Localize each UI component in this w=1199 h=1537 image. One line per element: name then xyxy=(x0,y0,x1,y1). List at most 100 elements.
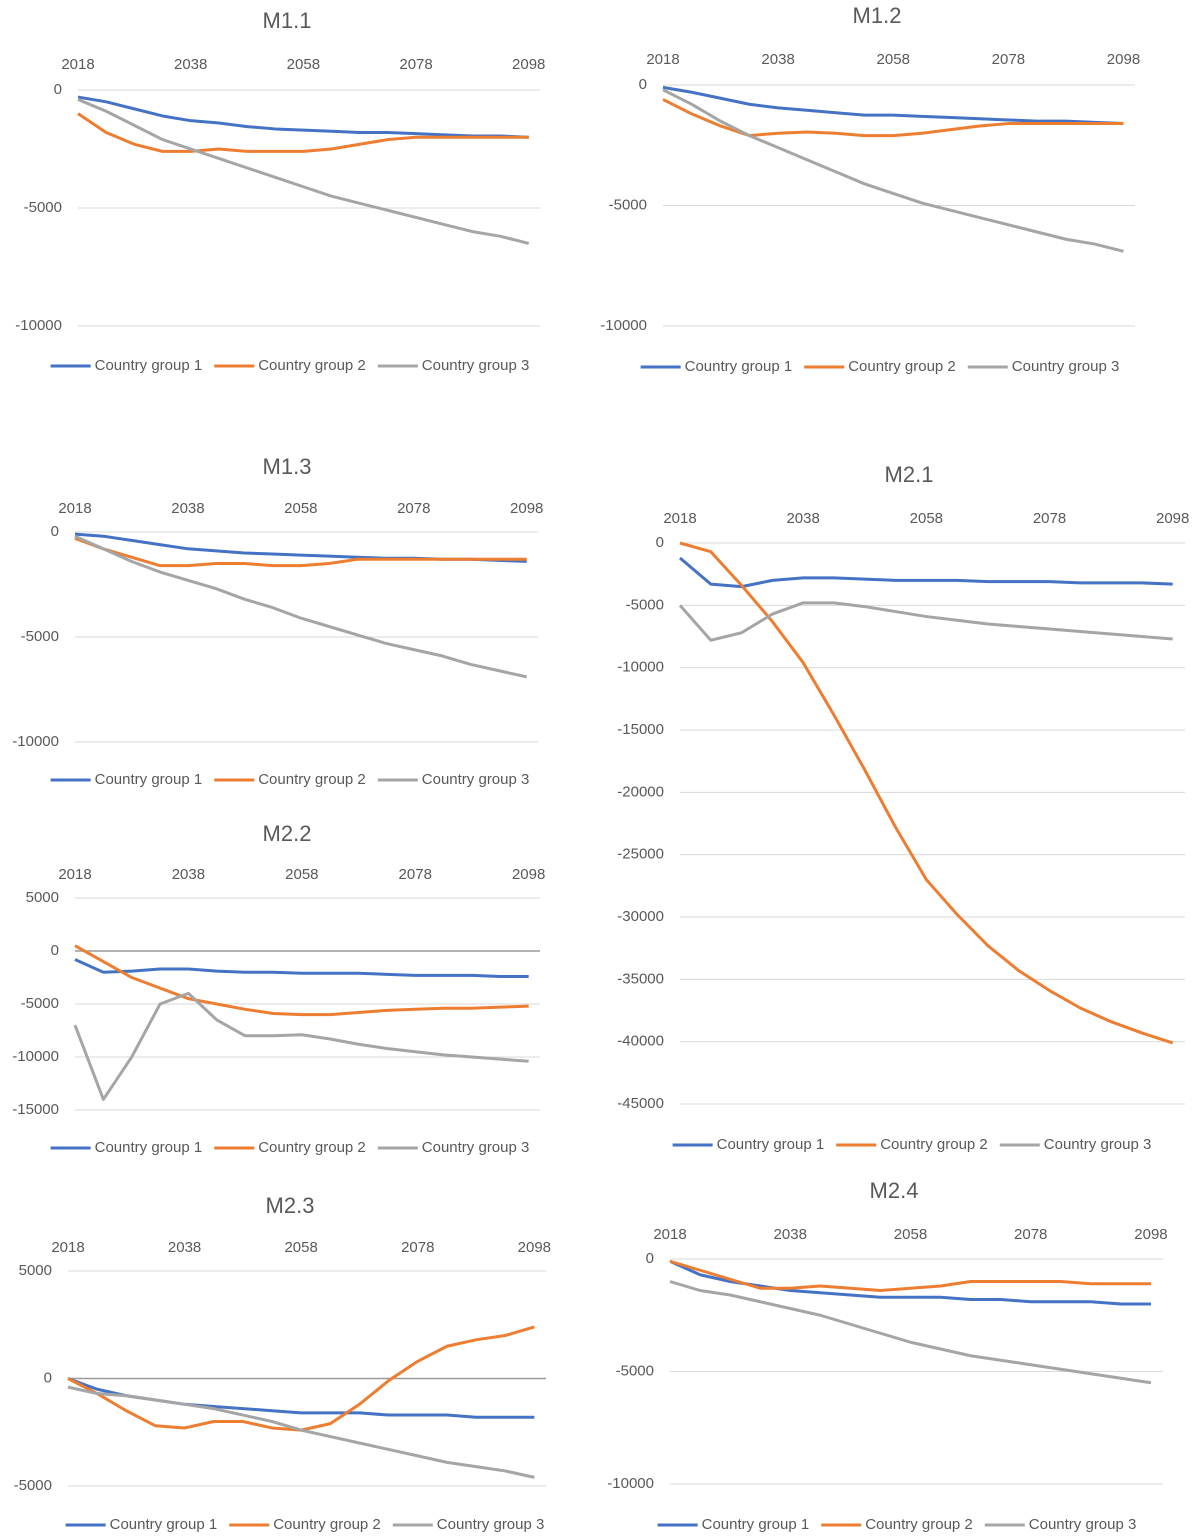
legend-label: Country group 3 xyxy=(1044,1136,1152,1153)
series-line xyxy=(74,532,527,563)
series-line xyxy=(74,944,529,1017)
legend-label: Country group 1 xyxy=(95,1139,203,1156)
y-tick-label: 5000 xyxy=(19,1262,52,1279)
legend-label: Country group 3 xyxy=(422,1139,530,1156)
y-tick-label: -10000 xyxy=(600,317,647,334)
x-tick-label: 2098 xyxy=(1134,1226,1167,1243)
x-tick-label: 2038 xyxy=(168,1239,201,1256)
y-tick-label: 0 xyxy=(646,1250,654,1267)
legend-label: Country group 2 xyxy=(258,357,366,374)
y-tick-label: 0 xyxy=(51,942,59,959)
series-line xyxy=(679,556,1173,589)
series-line xyxy=(74,534,528,679)
x-tick-label: 2038 xyxy=(786,510,819,527)
series-line xyxy=(77,112,529,153)
x-tick-label: 2038 xyxy=(171,500,204,517)
legend-label: Country group 3 xyxy=(437,1516,545,1533)
y-tick-label: -5000 xyxy=(21,995,59,1012)
legend-label: Country group 1 xyxy=(702,1516,810,1533)
x-tick-label: 2018 xyxy=(646,51,679,68)
y-tick-label: -5000 xyxy=(609,196,647,213)
y-tick-label: 0 xyxy=(639,76,647,93)
chart-title: M2.1 xyxy=(885,462,934,487)
y-tick-label: -30000 xyxy=(617,908,664,925)
chart-title: M2.2 xyxy=(263,821,312,846)
y-tick-label: -20000 xyxy=(617,783,664,800)
y-tick-label: -15000 xyxy=(617,721,664,738)
x-tick-label: 2098 xyxy=(1107,51,1140,68)
x-tick-label: 2038 xyxy=(761,51,794,68)
series-line xyxy=(77,98,530,245)
y-tick-label: 0 xyxy=(51,523,59,540)
y-tick-label: -10000 xyxy=(12,1048,59,1065)
legend-label: Country group 1 xyxy=(95,357,203,374)
y-tick-label: 0 xyxy=(656,534,664,551)
x-tick-label: 2078 xyxy=(992,51,1025,68)
y-tick-label: -5000 xyxy=(14,1477,52,1494)
series-line xyxy=(669,1280,1152,1385)
y-tick-label: -5000 xyxy=(21,628,59,645)
y-tick-label: -45000 xyxy=(617,1095,664,1112)
x-tick-label: 2058 xyxy=(894,1226,927,1243)
series-line xyxy=(77,95,529,139)
x-tick-label: 2098 xyxy=(512,56,545,73)
x-tick-label: 2058 xyxy=(910,510,943,527)
x-tick-label: 2058 xyxy=(284,1239,317,1256)
y-tick-label: 5000 xyxy=(26,889,59,906)
series-line xyxy=(662,88,1124,253)
x-tick-label: 2018 xyxy=(58,866,91,883)
x-tick-label: 2098 xyxy=(512,866,545,883)
x-tick-label: 2038 xyxy=(174,56,207,73)
legend-label: Country group 2 xyxy=(273,1516,381,1533)
x-tick-label: 2018 xyxy=(51,1239,84,1256)
legend-label: Country group 3 xyxy=(422,771,530,788)
x-tick-label: 2078 xyxy=(397,500,430,517)
y-tick-label: -10000 xyxy=(617,659,664,676)
series-line xyxy=(662,85,1124,126)
x-tick-label: 2078 xyxy=(1033,510,1066,527)
series-line xyxy=(74,536,527,568)
chart-title: M1.1 xyxy=(263,8,312,33)
y-tick-label: -10000 xyxy=(12,733,59,750)
series-line xyxy=(74,958,529,978)
legend-label: Country group 1 xyxy=(110,1516,218,1533)
y-tick-label: -10000 xyxy=(607,1475,654,1492)
chart-title: M1.2 xyxy=(853,3,902,28)
x-tick-label: 2058 xyxy=(287,56,320,73)
legend-label: Country group 3 xyxy=(1012,358,1120,375)
series-line xyxy=(669,1259,1151,1292)
series-line xyxy=(679,541,1174,1045)
y-tick-label: 0 xyxy=(54,81,62,98)
x-tick-label: 2098 xyxy=(518,1239,551,1256)
legend-label: Country group 1 xyxy=(717,1136,825,1153)
y-tick-label: -10000 xyxy=(15,317,62,334)
y-tick-label: -5000 xyxy=(626,596,664,613)
x-tick-label: 2078 xyxy=(399,56,432,73)
x-tick-label: 2098 xyxy=(510,500,543,517)
x-tick-label: 2058 xyxy=(284,500,317,517)
series-line xyxy=(67,1385,535,1479)
legend-label: Country group 2 xyxy=(880,1136,988,1153)
y-tick-label: -5000 xyxy=(24,199,62,216)
chart-title: M1.3 xyxy=(263,454,312,479)
x-tick-label: 2018 xyxy=(663,510,696,527)
y-tick-label: 0 xyxy=(44,1369,52,1386)
y-tick-label: -40000 xyxy=(617,1033,664,1050)
x-tick-label: 2058 xyxy=(877,51,910,68)
legend-label: Country group 2 xyxy=(258,771,366,788)
x-tick-label: 2098 xyxy=(1156,510,1189,527)
x-tick-label: 2038 xyxy=(774,1226,807,1243)
y-tick-label: -15000 xyxy=(12,1101,59,1118)
chart-title: M2.3 xyxy=(266,1193,315,1218)
x-tick-label: 2078 xyxy=(399,866,432,883)
x-tick-label: 2078 xyxy=(1014,1226,1047,1243)
y-tick-label: -5000 xyxy=(616,1362,654,1379)
x-tick-label: 2058 xyxy=(285,866,318,883)
legend-label: Country group 2 xyxy=(848,358,956,375)
legend-label: Country group 1 xyxy=(685,358,793,375)
x-tick-label: 2078 xyxy=(401,1239,434,1256)
legend-label: Country group 2 xyxy=(258,1139,366,1156)
x-tick-label: 2038 xyxy=(172,866,205,883)
